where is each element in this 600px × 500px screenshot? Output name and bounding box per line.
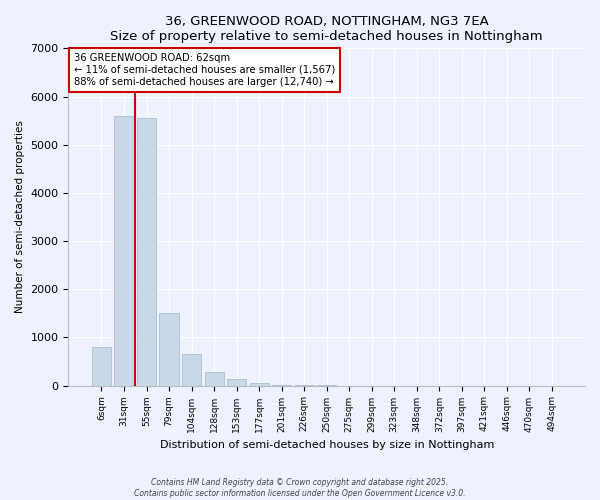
Bar <box>227 380 246 386</box>
Bar <box>92 347 111 386</box>
Bar <box>115 116 134 386</box>
Bar <box>205 372 224 386</box>
Bar <box>137 118 156 386</box>
Bar <box>272 384 291 386</box>
Bar <box>160 314 179 386</box>
Text: Contains HM Land Registry data © Crown copyright and database right 2025.
Contai: Contains HM Land Registry data © Crown c… <box>134 478 466 498</box>
Bar <box>182 354 201 386</box>
Text: 36 GREENWOOD ROAD: 62sqm
← 11% of semi-detached houses are smaller (1,567)
88% o: 36 GREENWOOD ROAD: 62sqm ← 11% of semi-d… <box>74 54 335 86</box>
Y-axis label: Number of semi-detached properties: Number of semi-detached properties <box>15 120 25 314</box>
X-axis label: Distribution of semi-detached houses by size in Nottingham: Distribution of semi-detached houses by … <box>160 440 494 450</box>
Bar <box>250 383 269 386</box>
Title: 36, GREENWOOD ROAD, NOTTINGHAM, NG3 7EA
Size of property relative to semi-detach: 36, GREENWOOD ROAD, NOTTINGHAM, NG3 7EA … <box>110 15 543 43</box>
